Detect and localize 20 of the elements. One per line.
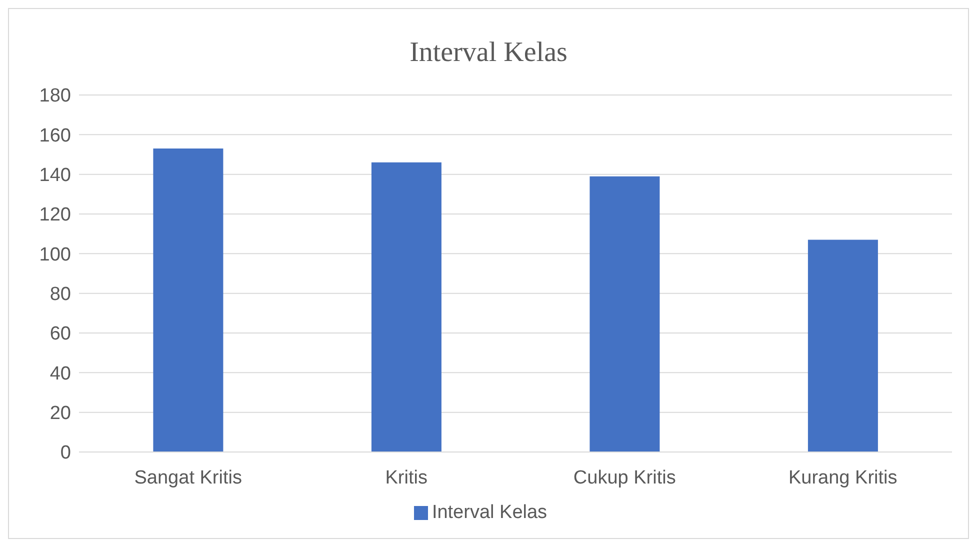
y-tick-label: 120 [39,204,71,226]
bar [590,176,660,452]
y-tick-label: 140 [39,165,71,186]
y-tick-label: 160 [39,125,71,146]
bar [808,240,878,452]
bar [371,162,442,452]
x-tick-label: Cukup Kritis [573,467,676,488]
y-tick-label: 0 [60,442,71,464]
legend-label: Interval Kelas [432,502,548,523]
bar [153,148,224,452]
x-tick-label: Sangat Kritis [134,467,242,488]
x-tick-label: Kurang Kritis [788,467,898,488]
y-tick-label: 60 [50,324,71,345]
x-tick-label: Kritis [385,467,428,488]
y-tick-label: 40 [50,363,71,384]
y-tick-label: 80 [50,284,71,306]
y-tick-label: 180 [39,86,71,107]
y-tick-label: 20 [50,403,71,424]
chart-title: Interval Kelas [408,37,568,69]
y-tick-label: 100 [39,244,71,266]
